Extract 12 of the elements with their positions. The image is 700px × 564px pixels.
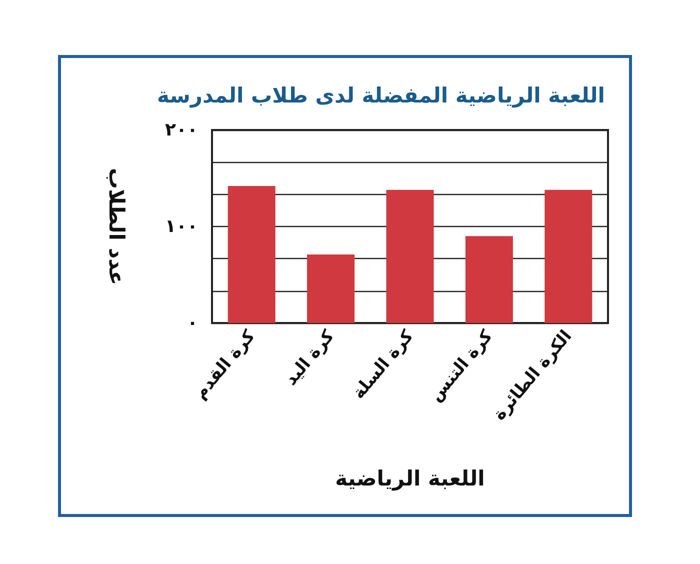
- x-tick-label: كرة اليد: [281, 326, 339, 390]
- bar: [544, 190, 592, 323]
- bar: [465, 236, 513, 323]
- bar: [228, 186, 276, 323]
- x-axis-title: اللعبة الرياضية: [335, 466, 485, 492]
- bar: [386, 190, 434, 323]
- x-tick-label: كرة السلة: [348, 326, 418, 404]
- bar: [307, 254, 355, 323]
- chart-title: اللعبة الرياضية المفضلة لدى طلاب المدرسة: [156, 84, 606, 108]
- y-tick-label: ١٠٠: [165, 216, 198, 237]
- y-axis-title: عدد الطلاب: [104, 168, 128, 286]
- y-tick-label: ٢٠٠: [165, 120, 198, 140]
